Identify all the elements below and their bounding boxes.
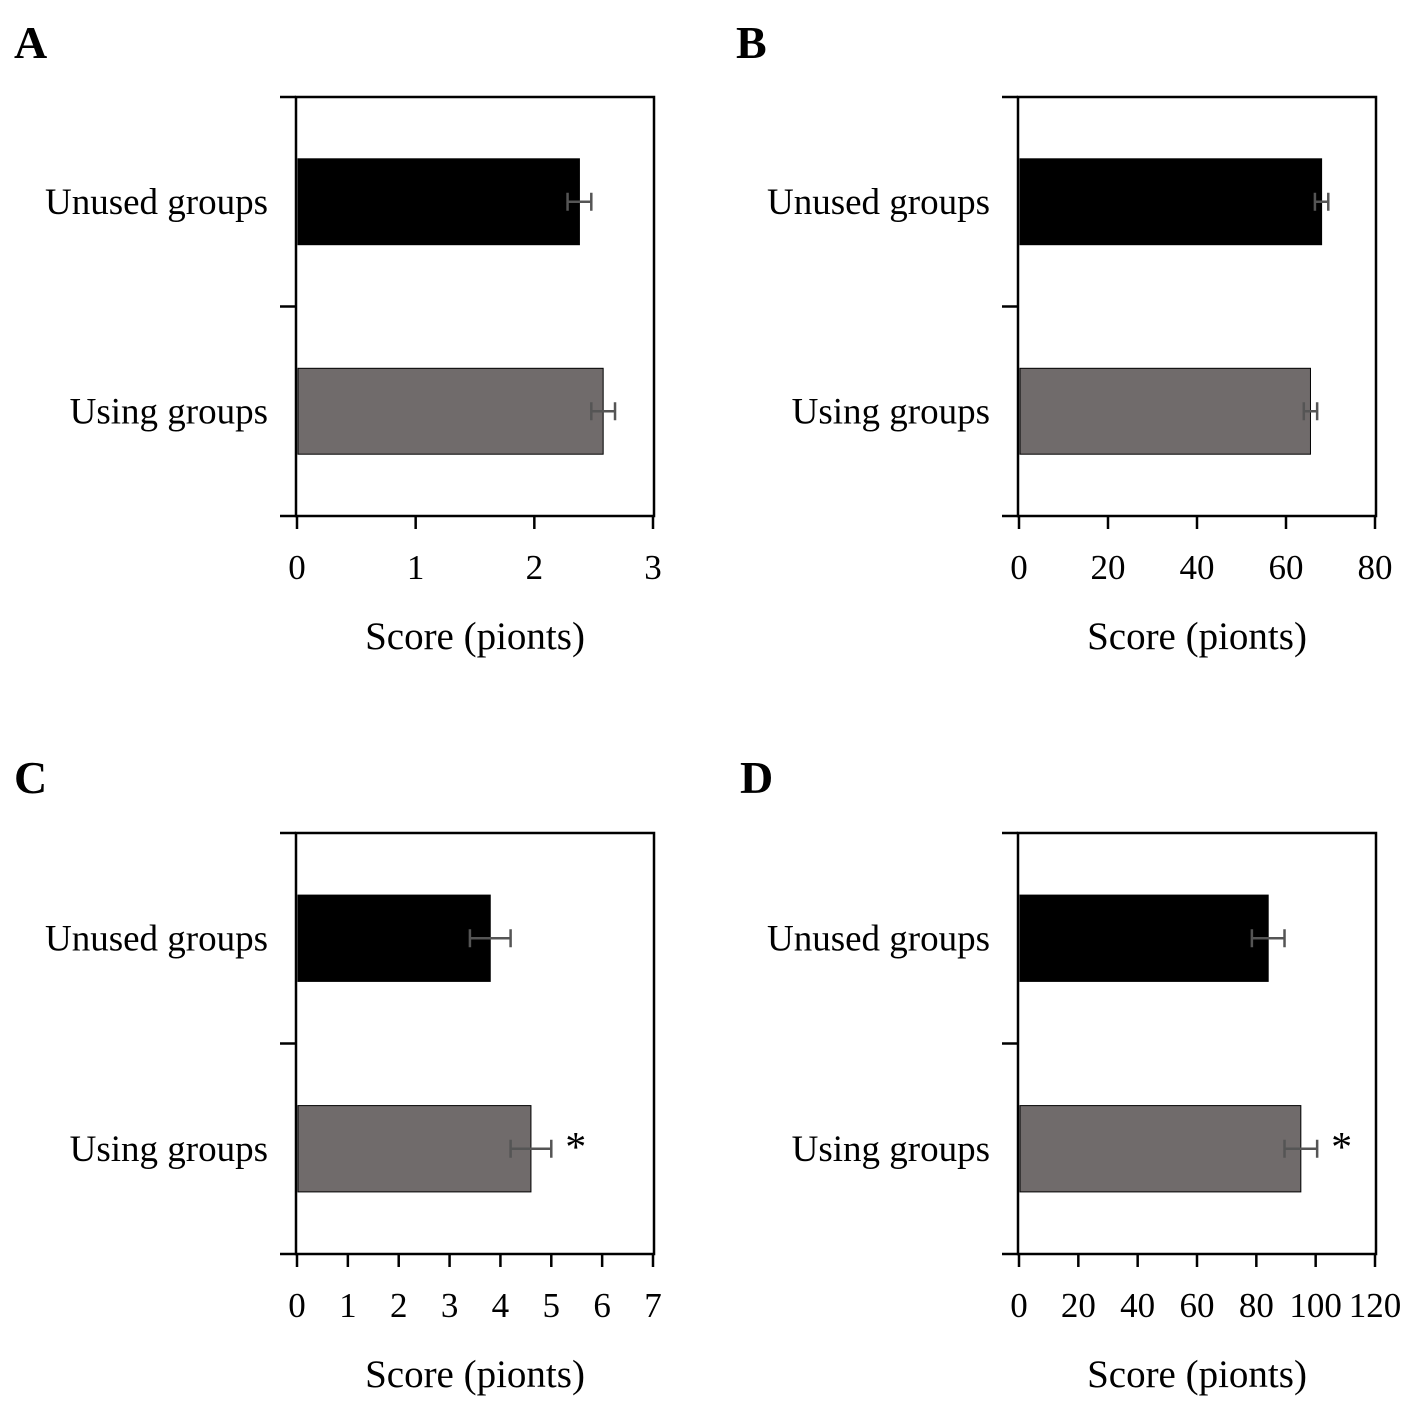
panel-a-letter: A	[14, 17, 47, 68]
panel-d-error-bar-using	[1283, 1139, 1319, 1158]
panel-b-bar-using	[1019, 367, 1311, 455]
panel-a-bar-using	[297, 367, 604, 455]
panel-b-bar-unused	[1019, 158, 1323, 246]
panel-a-bar-unused	[297, 158, 580, 246]
panel-b-x-axis-title: Score (pionts)	[1087, 615, 1307, 658]
panel-a-error-bar-using	[590, 402, 617, 421]
panel-d-x-tick-label: 120	[1349, 1286, 1402, 1325]
panel-a-category-label: Using groups	[70, 391, 268, 432]
panel-d-bar-using	[1019, 1105, 1302, 1193]
panel-c-letter: C	[14, 752, 47, 803]
panel-b-x-tick-label: 40	[1180, 548, 1215, 587]
panel-b-x-tick-label: 80	[1358, 548, 1393, 587]
panel-c-x-tick-label: 3	[441, 1286, 459, 1325]
panel-c-x-tick-label: 6	[593, 1286, 611, 1325]
panel-c-category-label: Using groups	[70, 1129, 268, 1170]
panel-a-x-tick-label: 0	[288, 548, 306, 587]
panel-c-bar-unused	[297, 894, 491, 982]
panel-a-x-axis-title: Score (pionts)	[365, 615, 585, 658]
panel-c-x-axis-title: Score (pionts)	[365, 1353, 585, 1396]
panel-b-error-bar-unused	[1313, 192, 1330, 211]
panel-d-error-bar-unused	[1250, 929, 1286, 948]
panel-c-x-tick-label: 2	[390, 1286, 408, 1325]
panel-c-x-tick-label: 4	[492, 1286, 510, 1325]
panel-d-x-tick-label: 40	[1120, 1286, 1155, 1325]
panel-a-category-label: Unused groups	[45, 182, 268, 223]
panel-d-x-tick-label: 0	[1010, 1286, 1028, 1325]
panel-c-x-tick-label: 5	[543, 1286, 561, 1325]
panel-d-category-label: Unused groups	[767, 918, 990, 959]
panel-c-significance-mark: *	[565, 1125, 586, 1171]
panel-d-x-tick-label: 60	[1180, 1286, 1215, 1325]
panel-b-x-tick-label: 20	[1091, 548, 1126, 587]
panel-d-x-axis-title: Score (pionts)	[1087, 1353, 1307, 1396]
panel-a-x-tick-label: 1	[407, 548, 425, 587]
panel-a-error-bar-unused	[566, 192, 593, 211]
panel-c-x-tick-label: 0	[288, 1286, 306, 1325]
panel-b-error-bar-using	[1302, 402, 1319, 421]
panel-d-significance-mark: *	[1331, 1125, 1352, 1171]
panel-c-error-bar-using	[509, 1139, 553, 1158]
panel-d-bar-unused	[1019, 894, 1269, 982]
panel-c-x-tick-label: 7	[644, 1286, 662, 1325]
panel-c-bar-using	[297, 1105, 532, 1193]
panel-d-x-tick-label: 20	[1061, 1286, 1096, 1325]
panel-b-category-label: Using groups	[792, 391, 990, 432]
panel-d-x-tick-label: 100	[1289, 1286, 1342, 1325]
panel-c-x-tick-label: 1	[339, 1286, 357, 1325]
panel-b-x-tick-label: 60	[1269, 548, 1304, 587]
panel-a-x-tick-label: 2	[526, 548, 544, 587]
panel-c-category-label: Unused groups	[45, 918, 268, 959]
panel-b-letter: B	[736, 17, 767, 68]
panel-d-letter: D	[740, 752, 773, 803]
panel-b-category-label: Unused groups	[767, 182, 990, 223]
panel-d-x-tick-label: 80	[1239, 1286, 1274, 1325]
panel-b-x-tick-label: 0	[1010, 548, 1028, 587]
panel-a-x-tick-label: 3	[644, 548, 662, 587]
panel-c-error-bar-unused	[468, 929, 512, 948]
panel-d-category-label: Using groups	[792, 1129, 990, 1170]
